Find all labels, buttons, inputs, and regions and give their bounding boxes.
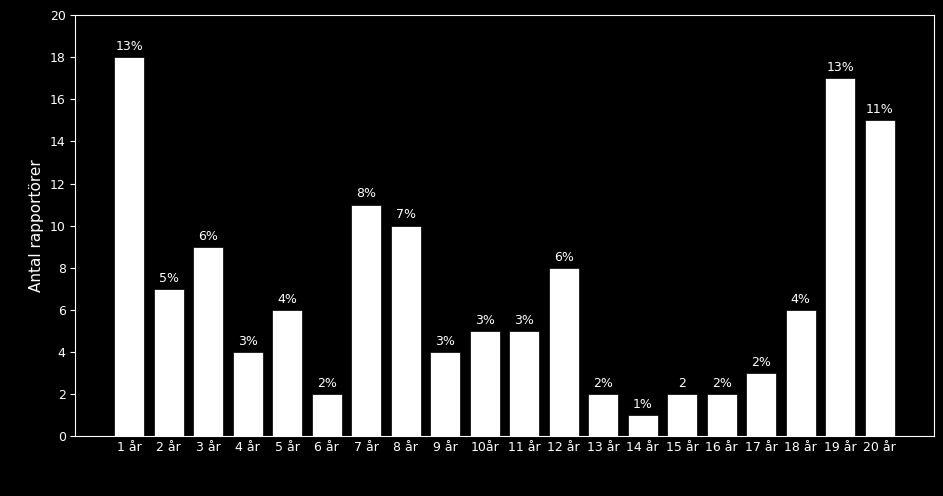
Text: 8%: 8% bbox=[356, 187, 376, 200]
Bar bbox=[312, 394, 341, 436]
Text: 4%: 4% bbox=[791, 293, 811, 306]
Bar bbox=[193, 247, 223, 436]
Bar bbox=[233, 352, 262, 436]
Text: 2%: 2% bbox=[593, 377, 613, 390]
Text: 13%: 13% bbox=[826, 61, 854, 74]
Text: 2%: 2% bbox=[317, 377, 337, 390]
Bar bbox=[549, 268, 579, 436]
Text: 6%: 6% bbox=[198, 230, 218, 243]
Text: 3%: 3% bbox=[436, 335, 455, 348]
Bar bbox=[588, 394, 618, 436]
Bar bbox=[825, 78, 855, 436]
Y-axis label: Antal rapportörer: Antal rapportörer bbox=[29, 159, 44, 292]
Bar bbox=[865, 120, 895, 436]
Bar bbox=[430, 352, 460, 436]
Text: 11%: 11% bbox=[866, 103, 894, 116]
Bar bbox=[352, 204, 381, 436]
Text: 7%: 7% bbox=[396, 208, 416, 221]
Text: 2%: 2% bbox=[712, 377, 732, 390]
Text: 2%: 2% bbox=[752, 356, 771, 369]
Text: 13%: 13% bbox=[115, 40, 143, 53]
Text: 3%: 3% bbox=[475, 314, 495, 327]
Bar bbox=[154, 289, 184, 436]
Bar bbox=[509, 331, 539, 436]
Bar bbox=[273, 310, 302, 436]
Bar bbox=[786, 310, 816, 436]
Text: 1%: 1% bbox=[633, 398, 653, 411]
Bar bbox=[470, 331, 500, 436]
Text: 2: 2 bbox=[678, 377, 687, 390]
Text: 3%: 3% bbox=[514, 314, 534, 327]
Bar bbox=[114, 57, 144, 436]
Bar bbox=[747, 373, 776, 436]
Text: 6%: 6% bbox=[554, 250, 573, 264]
Bar bbox=[628, 416, 657, 436]
Text: 5%: 5% bbox=[158, 272, 179, 285]
Bar bbox=[391, 226, 421, 436]
Bar bbox=[707, 394, 736, 436]
Text: 3%: 3% bbox=[238, 335, 257, 348]
Bar bbox=[668, 394, 697, 436]
Text: 4%: 4% bbox=[277, 293, 297, 306]
